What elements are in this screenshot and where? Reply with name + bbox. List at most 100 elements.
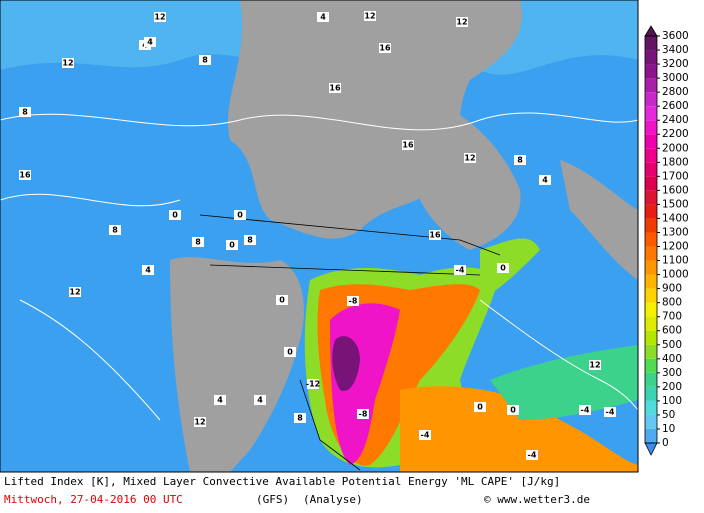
label-box (234, 210, 246, 220)
colorbar-segment (645, 64, 657, 79)
colorbar-segment (645, 414, 657, 429)
colorbar-label: 200 (662, 381, 682, 393)
label-box (464, 153, 476, 163)
colorbar-label: 2600 (662, 100, 689, 112)
colorbar-segment (645, 386, 657, 401)
colorbar-label: 1400 (662, 212, 689, 224)
contour-label: 16 (329, 84, 341, 93)
colorbar-over (644, 25, 658, 37)
label-box (454, 265, 466, 275)
colorbar-label: 1100 (662, 255, 689, 267)
contour-label: 12 (589, 361, 600, 370)
colorbar-label: 1600 (662, 184, 689, 196)
contour-label: 12 (456, 18, 467, 27)
cape-area (332, 336, 360, 391)
label-box (62, 58, 74, 68)
contour-label: 4 (542, 176, 548, 185)
footer-title: Lifted Index [K], Mixed Layer Convective… (4, 475, 560, 488)
contour-label: 16 (402, 141, 414, 150)
cape-area (400, 386, 638, 472)
colorbar-label: 3400 (662, 44, 689, 56)
label-box (276, 295, 288, 305)
footer-model: (GFS) (256, 493, 289, 506)
colorbar-segment (645, 92, 657, 107)
label-box (507, 405, 519, 415)
label-box (192, 237, 204, 247)
label-box (214, 395, 226, 405)
contour-label: 0 (279, 296, 285, 305)
label-box (456, 17, 468, 27)
contour-label: -4 (528, 451, 537, 460)
contour-label: 12 (154, 13, 165, 22)
colorbar-segment (645, 78, 657, 93)
colorbar-segment (645, 106, 657, 121)
label-box (357, 409, 369, 419)
colorbar-label: 1000 (662, 269, 689, 281)
label-box (526, 450, 538, 460)
colorbar-segment (645, 344, 657, 359)
colorbar-label: 100 (662, 395, 682, 407)
colorbar-label: 3200 (662, 58, 689, 70)
contour-label: 0 (287, 348, 293, 357)
colorbar-label: 900 (662, 283, 682, 295)
label-box (589, 360, 601, 370)
land (227, 0, 522, 239)
label-box (169, 210, 181, 220)
colorbar-label: 800 (662, 297, 682, 309)
contour-label: -4 (581, 406, 590, 415)
colorbar-segment (645, 50, 657, 65)
label-box (19, 107, 31, 117)
colorbar-frame (644, 35, 658, 444)
label-box (402, 140, 414, 150)
label-box (294, 413, 306, 423)
colorbar-label: 3000 (662, 72, 689, 84)
colorbar-segment (645, 400, 657, 415)
label-box (194, 417, 206, 427)
colorbar-segment (645, 428, 657, 443)
contour-label: 0 (510, 406, 516, 415)
label-box (226, 240, 238, 250)
contour-label: 16 (379, 44, 391, 53)
colorbar-segment (645, 372, 657, 387)
contour-label: 12 (62, 59, 73, 68)
label-box (199, 55, 211, 65)
contour-label: -4 (421, 431, 430, 440)
label-box (497, 263, 509, 273)
colorbar-label: 300 (662, 367, 682, 379)
contour-label: -8 (349, 297, 358, 306)
colorbar-segment (645, 134, 657, 149)
colorbar-segment (645, 358, 657, 373)
colorbar-segment (645, 162, 657, 177)
contour-label: -8 (359, 410, 368, 419)
contour-label: 8 (297, 414, 303, 423)
contour-label: 16 (429, 231, 441, 240)
colorbar-segment (645, 148, 657, 163)
label-box (109, 225, 121, 235)
colorbar-label: 1300 (662, 226, 689, 238)
contour-label: 4 (320, 13, 326, 22)
colorbar-segment (645, 288, 657, 303)
colorbar-label: 1500 (662, 198, 689, 210)
label-box (317, 12, 329, 22)
colorbar-label: 500 (662, 339, 682, 351)
label-box (142, 265, 154, 275)
contour-label: 16 (19, 171, 31, 180)
label-box (419, 430, 431, 440)
label-box (19, 170, 31, 180)
colorbar-segment (645, 204, 657, 219)
contour-label: 8 (202, 56, 208, 65)
land (560, 160, 638, 280)
contour-label: -4 (456, 266, 465, 275)
label-box (579, 405, 591, 415)
contour-label: -12 (306, 380, 320, 389)
label-box (144, 37, 156, 47)
footer-credit: © www.wetter3.de (484, 493, 590, 506)
contour-label: 8 (22, 108, 28, 117)
label-box (329, 83, 341, 93)
contour-label: 12 (69, 288, 80, 297)
label-box (244, 235, 256, 245)
label-box (364, 11, 376, 21)
label-box (69, 287, 81, 297)
contour-label: 0 (229, 241, 235, 250)
